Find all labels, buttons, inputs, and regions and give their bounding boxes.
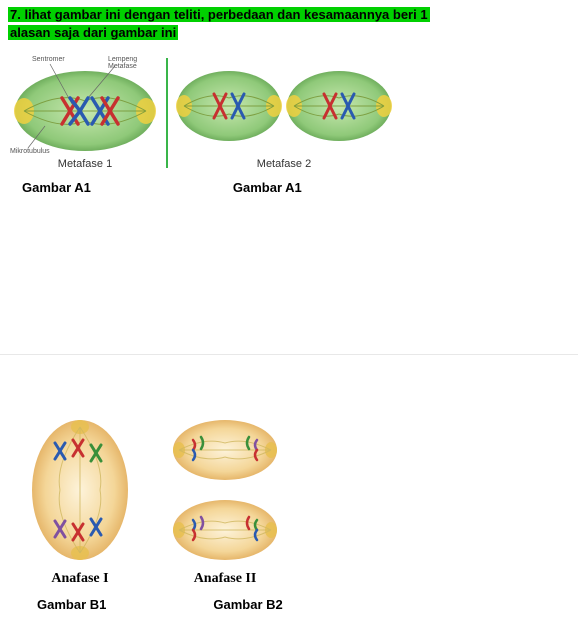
question-line1: 7. lihat gambar ini dengan teliti, perbe… — [8, 7, 430, 22]
question-line2: alasan saja dari gambar ini — [8, 25, 178, 40]
row-gambar-b-labels: Gambar B1 Gambar B2 — [0, 587, 578, 612]
metafase2-cells — [174, 56, 394, 156]
label-anafase2: Anafase II — [194, 571, 257, 587]
panel-metafase2: Metafase 2 — [174, 56, 394, 170]
anno-lempeng: Lempeng Metafase — [108, 56, 137, 70]
metafase1-cell — [10, 56, 160, 156]
anno-sentromer: Sentromer — [32, 56, 65, 63]
gambar-a1-left: Gambar A1 — [10, 180, 91, 195]
panel-anafase2: Anafase II — [165, 415, 285, 587]
panel-anafase1: Anafase I — [25, 415, 135, 587]
green-divider — [166, 58, 168, 168]
label-metafase1: Metafase 1 — [58, 158, 112, 170]
section-divider — [0, 195, 578, 355]
gambar-a1-right: Gambar A1 — [221, 180, 302, 195]
row-gambar-a-labels: Gambar A1 Gambar A1 — [0, 170, 578, 195]
gambar-b2: Gambar B2 — [201, 597, 282, 612]
label-metafase2: Metafase 2 — [257, 158, 311, 170]
gambar-b1: Gambar B1 — [25, 597, 106, 612]
label-anafase1: Anafase I — [51, 571, 108, 587]
row-metafase: Sentromer Lempeng Metafase Mikrotubulus — [0, 46, 578, 170]
anno-mikrotubulus: Mikrotubulus — [10, 148, 50, 155]
anafase1-cell — [25, 415, 135, 565]
panel-metafase1: Sentromer Lempeng Metafase Mikrotubulus — [10, 56, 160, 170]
question-header: 7. lihat gambar ini dengan teliti, perbe… — [0, 0, 578, 46]
anafase2-cells — [165, 415, 285, 565]
row-anafase: Anafase I — [0, 415, 578, 587]
